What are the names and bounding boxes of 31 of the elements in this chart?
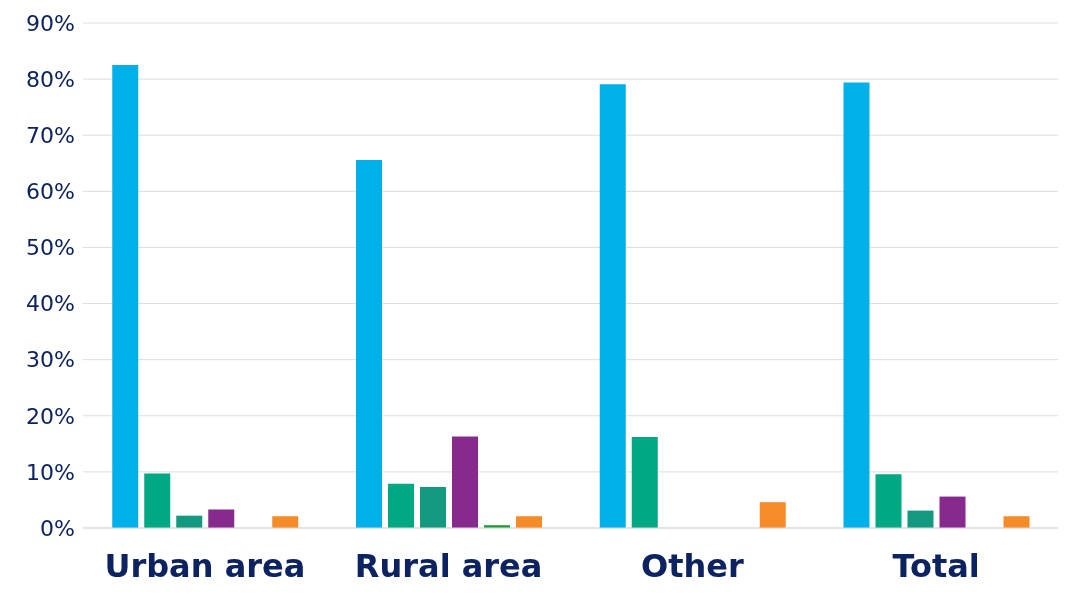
bar	[907, 510, 934, 528]
y-tick-label: 60%	[26, 179, 75, 205]
bar	[631, 437, 658, 528]
x-tick-label: Rural area	[354, 546, 543, 585]
y-tick-label: 40%	[26, 291, 75, 317]
y-tick-label: 0%	[40, 515, 75, 541]
x-tick-label: Total	[892, 546, 980, 585]
bar	[452, 436, 478, 528]
bar	[516, 516, 542, 528]
bar	[272, 516, 299, 528]
bar	[759, 502, 786, 528]
bar	[875, 474, 902, 528]
bar	[599, 84, 626, 528]
y-tick-label: 10%	[26, 459, 75, 485]
y-tick-label: 30%	[26, 347, 75, 373]
y-tick-label: 80%	[26, 66, 75, 92]
bar	[144, 473, 171, 528]
y-tick-label: 70%	[26, 123, 75, 149]
bar	[939, 496, 966, 528]
bar	[356, 159, 382, 528]
bar	[112, 65, 139, 528]
bar	[1003, 516, 1030, 528]
x-tick-label: Urban area	[104, 546, 306, 585]
bar	[208, 509, 235, 528]
y-tick-label: 90%	[26, 10, 75, 36]
bar	[843, 82, 870, 528]
bar	[420, 487, 446, 528]
bar	[388, 483, 414, 528]
x-tick-label: Other	[640, 546, 744, 585]
y-tick-label: 20%	[26, 403, 75, 429]
y-tick-label: 50%	[26, 235, 75, 261]
